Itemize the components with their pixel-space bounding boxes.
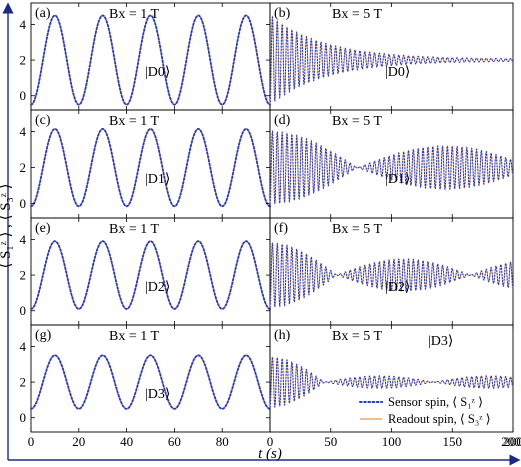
state-label: |D2⟩: [145, 280, 170, 295]
panel-b: (b) Bx = 5 T |D0⟩: [269, 2, 514, 111]
panel-letter: (a): [35, 6, 51, 21]
series-sensor-line: [269, 241, 514, 309]
panel-letter: (h): [274, 328, 291, 343]
y-axis-label: ⟨ S₁ᶻ ⟩ , ⟨ S₃ᶻ ⟩: [0, 183, 14, 268]
y-tick-label: 2: [20, 268, 27, 283]
legend-label: Readout spin, ⟨ S₃ᶻ ⟩: [388, 412, 491, 426]
x-tick-label: 0: [28, 434, 35, 449]
legend-label: Sensor spin, ⟨ S₁ᶻ ⟩: [388, 395, 483, 409]
y-tick-label: 0: [20, 303, 27, 318]
x-tick-label: 200: [501, 434, 521, 449]
state-label: |D1⟩: [145, 172, 170, 187]
field-label: Bx = 1 T: [109, 329, 159, 344]
state-label: |D1⟩: [385, 172, 410, 187]
y-tick-label: 2: [20, 160, 27, 175]
x-tick-label: 60: [168, 434, 181, 449]
y-tick-label: 0: [20, 410, 27, 425]
series-readout-line: [269, 15, 514, 105]
x-tick-label: 50: [324, 434, 337, 449]
y-tick-label: 4: [20, 17, 27, 32]
panel-letter: (f): [274, 221, 288, 236]
x-tick-label: 80: [216, 434, 229, 449]
x-axis-label: t (s): [258, 446, 282, 462]
x-tick-label: 200: [503, 434, 521, 449]
series-sensor-line: [30, 14, 271, 106]
field-label: Bx = 5 T: [332, 329, 382, 344]
y-tick-label: 2: [20, 375, 27, 390]
panel-f: (f) Bx = 5 T |D2⟩: [269, 217, 514, 326]
field-label: Bx = 5 T: [332, 222, 382, 237]
panel-letter: (b): [274, 6, 291, 21]
state-label: |D3⟩: [145, 387, 170, 402]
panel-letter: (e): [35, 221, 51, 236]
panel-e: 0 2 4 (e) Bx = 1 T |D2⟩: [20, 217, 271, 326]
panel-a: 0 2 4 (a) Bx = 1 T |D0⟩: [20, 2, 271, 111]
state-label: |D0⟩: [385, 65, 410, 80]
panel-letter: (c): [35, 113, 51, 128]
y-tick-label: 4: [20, 124, 27, 139]
panel-letter: (d): [274, 113, 291, 128]
panel-frame: [269, 2, 514, 111]
panel-frame: [269, 109, 514, 219]
field-label: Bx = 1 T: [109, 7, 159, 22]
y-tick-label: 2: [20, 53, 27, 68]
y-tick-label: 4: [20, 232, 27, 247]
series-readout-line: [269, 241, 514, 309]
x-tick-label: 150: [443, 434, 463, 449]
state-label: |D2⟩: [385, 280, 410, 295]
x-tick-label: 20: [72, 434, 85, 449]
y-tick-label: 0: [20, 196, 27, 211]
state-label: |D0⟩: [145, 65, 170, 80]
panel-frame: [269, 217, 514, 326]
series-sensor-line: [30, 127, 271, 208]
field-label: Bx = 1 T: [109, 114, 159, 129]
panel-letter: (g): [35, 328, 52, 343]
series-sensor-line: [269, 129, 514, 206]
field-label: Bx = 5 T: [332, 114, 382, 129]
panel-c: 0 2 4 (c) Bx = 1 T |D1⟩: [20, 109, 271, 219]
field-label: Bx = 5 T: [332, 7, 382, 22]
field-label: Bx = 1 T: [109, 222, 159, 237]
y-tick-label: 4: [20, 339, 27, 354]
panel-d: (d) Bx = 5 T |D1⟩: [269, 109, 514, 219]
x-tick-label: 40: [120, 434, 133, 449]
series-sensor-line: [30, 354, 271, 410]
series-sensor-line: [269, 355, 514, 409]
series-sensor-line: [269, 15, 514, 106]
state-label: |D3⟩: [428, 334, 453, 349]
x-tick-label: 0: [267, 434, 274, 449]
series-sensor-line: [30, 240, 271, 310]
x-tick-label: 100: [382, 434, 402, 449]
y-tick-label: 0: [20, 88, 27, 103]
